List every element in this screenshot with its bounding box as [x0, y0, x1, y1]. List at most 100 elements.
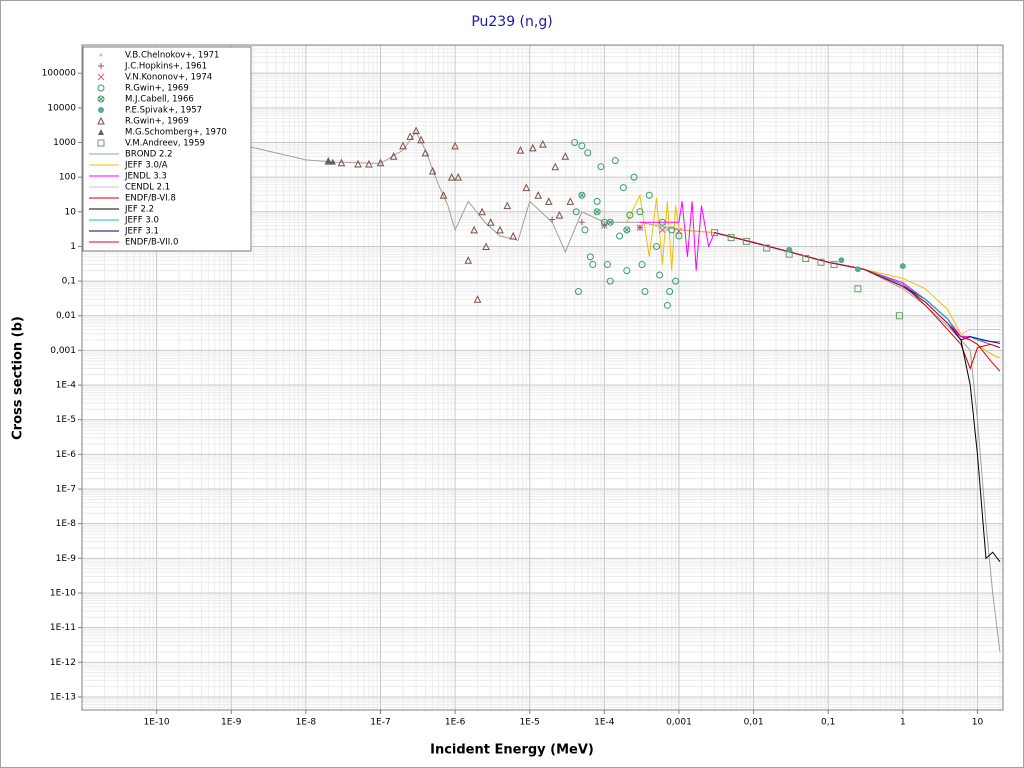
x-tick-label: 1E-4: [594, 718, 615, 728]
data-point: [581, 226, 589, 234]
data-point: [636, 208, 644, 216]
data-point: [785, 250, 793, 258]
data-point: [593, 208, 601, 216]
x-tick-label: 1E-10: [144, 718, 170, 728]
data-point: [578, 219, 585, 226]
data-point: [473, 295, 482, 303]
chart-title: Pu239 (n,g): [471, 14, 552, 30]
data-point: [899, 263, 906, 270]
data-point: [417, 135, 425, 144]
legend-marker: [98, 107, 104, 113]
data-point: [325, 157, 332, 164]
x-tick-label: 1E-9: [221, 718, 242, 728]
data-point: [675, 232, 683, 240]
data-point: [641, 288, 649, 296]
data-point: [406, 132, 414, 140]
y-tick-label: 10: [65, 207, 77, 217]
data-point: [399, 141, 407, 150]
y-tick-label: 10000: [47, 103, 76, 113]
data-point: [597, 163, 605, 171]
x-tick-label: 0,1: [821, 718, 835, 728]
data-point: [572, 208, 580, 216]
legend-label: BROND 2.2: [125, 150, 173, 160]
data-point: [549, 216, 556, 223]
legend-label: ENDF/B-VII.0: [125, 238, 178, 248]
y-tick-label: 0,001: [50, 346, 76, 356]
legend-label: V.N.Kononov+, 1974: [125, 73, 212, 83]
data-point: [666, 288, 674, 296]
x-tick-label: 1: [900, 718, 906, 728]
legend-marker: [98, 63, 104, 69]
legend-label: JEF 2.2: [124, 205, 154, 215]
data-point: [659, 226, 666, 234]
data-point: [354, 159, 362, 168]
y-tick-label: 100000: [42, 69, 77, 79]
data-point: [606, 277, 614, 285]
y-tick-label: 1E-13: [50, 692, 76, 702]
data-point: [623, 226, 631, 234]
data-point: [763, 244, 771, 252]
data-point: [606, 218, 614, 226]
legend-marker: [98, 129, 104, 135]
data-point: [421, 148, 430, 157]
legend-label: M.J.Cabell, 1966: [125, 95, 194, 105]
x-tick-label: 1E-8: [296, 718, 317, 728]
data-point: [658, 218, 666, 226]
legend-label: ENDF/B-VI.8: [125, 194, 176, 204]
data-point: [656, 271, 664, 279]
data-point: [574, 288, 582, 296]
y-tick-label: 1E-5: [56, 415, 76, 425]
data-point: [589, 261, 597, 269]
x-tick-label: 1E-5: [520, 718, 540, 728]
x-tick-label: 1E-6: [445, 718, 466, 728]
data-point: [586, 253, 594, 261]
y-tick-label: 1E-10: [50, 588, 76, 598]
x-tick-label: 10: [972, 718, 984, 728]
legend-label: JENDL 3.3: [124, 172, 167, 182]
y-tick-label: 0,01: [56, 311, 76, 321]
legend-label: V.M.Andreev, 1959: [125, 139, 205, 149]
x-axis-label: Incident Energy (MeV): [430, 743, 594, 758]
data-point: [478, 207, 486, 216]
data-point: [895, 312, 903, 320]
data-point: [593, 197, 601, 205]
series-line: [178, 130, 1001, 652]
legend-label: V.B.Chelnokov+, 1971: [125, 51, 219, 61]
data-point: [428, 166, 437, 175]
y-tick-label: 1E-7: [56, 485, 76, 495]
legend-label: M.G.Schomberg+, 1970: [125, 128, 227, 138]
data-point: [566, 197, 575, 205]
data-point: [802, 254, 810, 262]
data-point: [412, 126, 420, 135]
data-point: [578, 191, 586, 199]
data-point: [638, 261, 646, 269]
data-point: [665, 228, 669, 232]
data-point: [668, 226, 676, 234]
legend-marker: [97, 73, 105, 81]
data-point: [470, 225, 478, 234]
y-tick-label: 0,1: [62, 277, 76, 287]
grid: 1E-10 1E-9 1E-8 1E-7 1E-6 1E-5 1E-4 0,001 0,01 0,…: [42, 45, 1003, 728]
data-point: [539, 139, 547, 148]
y-tick-label: 1: [70, 242, 76, 252]
data-point: [611, 157, 619, 165]
plot-border: [81, 44, 1004, 711]
data-point: [534, 191, 543, 199]
data-point: [786, 246, 793, 253]
legend-label: P.E.Spivak+, 1957: [125, 106, 202, 116]
legend-marker: [97, 116, 105, 125]
y-tick-label: 100: [59, 173, 76, 183]
data-point: [645, 191, 653, 199]
data-point: [584, 149, 592, 157]
data-point: [365, 159, 373, 168]
data-point: [509, 231, 517, 240]
x-tick-label: 1E-7: [370, 718, 390, 728]
data-point: [653, 242, 661, 250]
legend-marker: [97, 95, 105, 103]
data-point: [603, 261, 611, 269]
data-point: [503, 201, 512, 210]
data-point: [329, 158, 336, 165]
y-tick-label: 1E-11: [50, 623, 76, 633]
data-point: [854, 266, 861, 273]
data-point: [854, 285, 862, 293]
